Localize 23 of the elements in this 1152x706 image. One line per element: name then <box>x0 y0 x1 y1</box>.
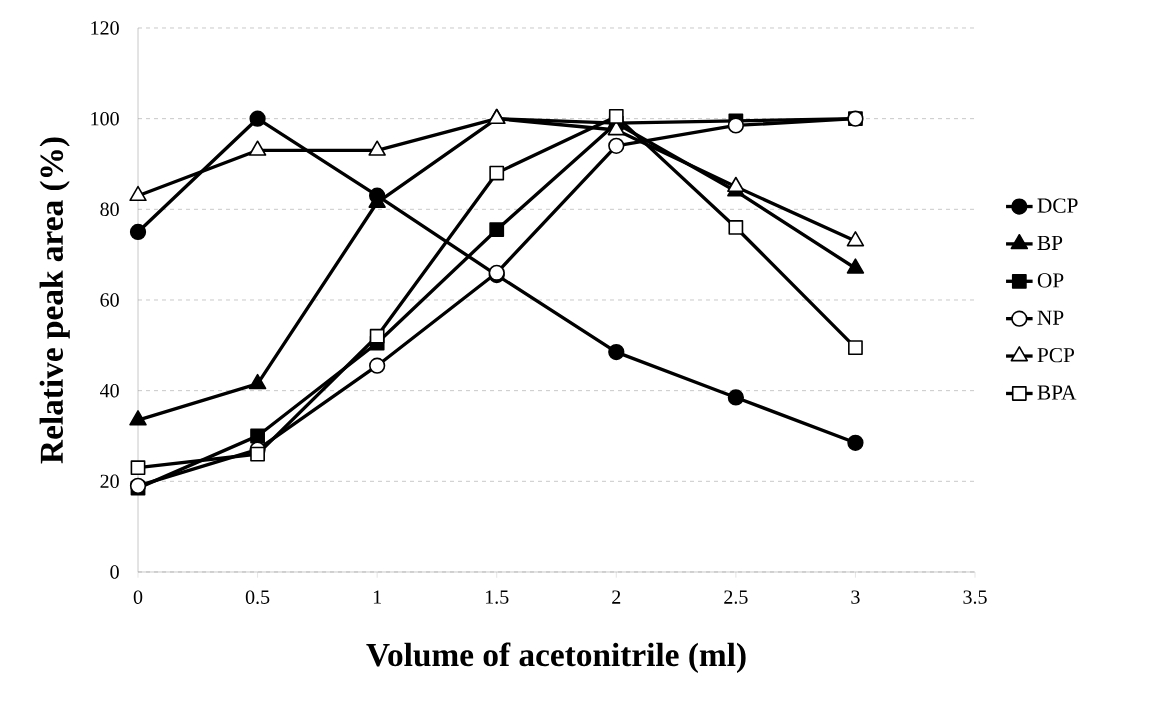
x-axis-title: Volume of acetonitrile (ml) <box>366 642 746 674</box>
x-tick-label: 0.5 <box>245 590 270 604</box>
y-tick-label: 100 <box>91 111 119 126</box>
y-tick-label: 60 <box>100 293 119 307</box>
x-tick-label: 2.5 <box>724 590 748 604</box>
x-tick-label: 2 <box>612 590 621 604</box>
legend-label: NP <box>1037 310 1064 325</box>
legend-label: BP <box>1037 235 1063 250</box>
legend-label: OP <box>1037 273 1064 288</box>
x-tick-label: 3.5 <box>963 590 987 604</box>
legend-label: BPA <box>1037 385 1077 400</box>
y-tick-label: 80 <box>100 202 119 217</box>
y-axis-title: Relative peak area (%) <box>39 137 70 464</box>
x-tick-label: 1 <box>373 590 381 604</box>
x-tick-label: 0 <box>133 590 143 604</box>
legend-label: PCP <box>1037 347 1075 363</box>
x-tick-label: 1.5 <box>485 590 509 604</box>
y-tick-label: 40 <box>100 383 119 398</box>
legend-label: DCP <box>1037 198 1078 213</box>
y-tick-label: 0 <box>110 565 119 579</box>
y-tick-label: 120 <box>91 21 119 35</box>
x-tick-label: 3 <box>851 590 860 604</box>
y-tick-label: 20 <box>100 474 119 489</box>
